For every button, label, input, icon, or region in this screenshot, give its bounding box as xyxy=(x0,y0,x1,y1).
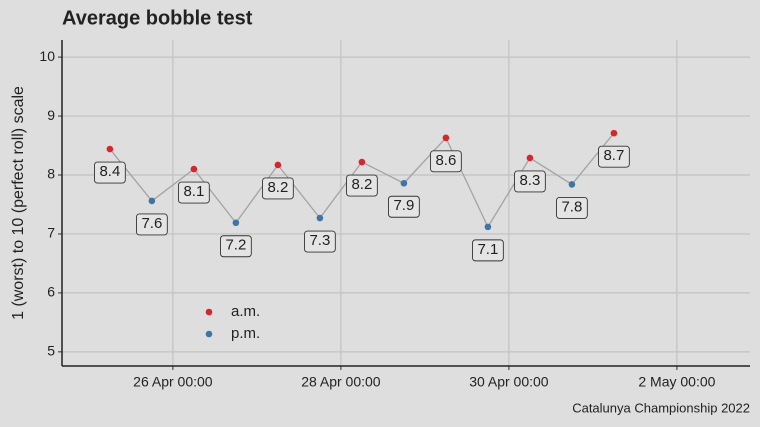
point xyxy=(484,223,492,231)
legend-marker xyxy=(205,330,213,338)
legend-marker xyxy=(205,308,213,316)
point xyxy=(274,161,282,169)
value-label: 7.6 xyxy=(136,213,168,236)
legend-label: a.m. xyxy=(231,303,260,320)
y-tick-label: 6 xyxy=(47,284,55,300)
chart-title: Average bobble test xyxy=(62,7,253,29)
value-label: 7.8 xyxy=(556,196,588,219)
value-label-text: 7.2 xyxy=(225,237,246,254)
caption: Catalunya Championship 2022 xyxy=(572,400,750,415)
value-label-box xyxy=(136,213,168,236)
value-label-text: 7.1 xyxy=(477,241,498,258)
line-segment xyxy=(235,164,279,224)
point xyxy=(358,158,366,166)
point xyxy=(400,179,408,187)
value-label: 8.2 xyxy=(262,177,294,200)
value-label: 7.3 xyxy=(304,230,336,253)
point xyxy=(190,165,198,173)
line-segment xyxy=(361,161,405,184)
value-label: 8.7 xyxy=(598,145,630,168)
value-label: 8.4 xyxy=(94,161,126,184)
value-label-box xyxy=(94,161,126,184)
x-tick-label: 26 Apr 00:00 xyxy=(133,374,213,390)
point xyxy=(526,154,534,162)
value-label-text: 8.2 xyxy=(351,176,372,193)
line-segment xyxy=(529,157,573,185)
line-segment xyxy=(277,164,321,219)
value-label: 7.9 xyxy=(388,195,420,218)
value-label-box xyxy=(556,196,588,219)
value-label-text: 8.2 xyxy=(267,179,288,196)
legend-label: p.m. xyxy=(231,325,260,342)
value-label-box xyxy=(388,195,420,218)
line-segment xyxy=(571,132,615,185)
value-label-box xyxy=(430,150,462,173)
y-tick-label: 9 xyxy=(47,107,55,123)
value-label-box xyxy=(304,230,336,253)
point xyxy=(106,145,114,153)
value-label-text: 7.6 xyxy=(141,215,162,232)
line-segment xyxy=(487,157,531,228)
value-label: 8.6 xyxy=(430,150,462,173)
value-label-text: 8.7 xyxy=(603,147,624,164)
value-label-box xyxy=(472,239,504,262)
y-axis-label: 1 (worst) to 10 (perfect roll) scale xyxy=(10,86,27,320)
point xyxy=(232,219,240,227)
point xyxy=(610,129,618,137)
value-label-box xyxy=(346,174,378,197)
value-label-text: 8.6 xyxy=(435,152,456,169)
x-tick-label: 2 May 00:00 xyxy=(638,374,715,390)
value-label-text: 7.3 xyxy=(309,232,330,249)
value-label-box xyxy=(220,235,252,258)
value-label-text: 7.9 xyxy=(393,197,414,214)
value-label-box xyxy=(262,177,294,200)
value-label-box xyxy=(178,181,210,204)
line-segment xyxy=(319,161,363,219)
y-tick-label: 5 xyxy=(47,343,55,359)
point xyxy=(568,181,576,188)
value-label-box xyxy=(598,145,630,168)
value-label-box xyxy=(514,170,546,193)
point xyxy=(316,214,324,222)
value-label: 7.1 xyxy=(472,239,504,262)
line-segment xyxy=(403,137,447,184)
line-segment xyxy=(151,168,195,202)
value-label: 8.3 xyxy=(514,170,546,193)
value-label-text: 8.4 xyxy=(99,163,120,180)
value-label: 8.2 xyxy=(346,174,378,197)
point xyxy=(442,134,450,142)
line-segment xyxy=(109,148,153,202)
value-label: 7.2 xyxy=(220,235,252,258)
y-tick-label: 8 xyxy=(47,166,55,182)
value-label-text: 7.8 xyxy=(561,198,582,215)
x-tick-label: 30 Apr 00:00 xyxy=(469,374,549,390)
value-label: 8.1 xyxy=(178,181,210,204)
x-tick-label: 28 Apr 00:00 xyxy=(301,374,381,390)
line-segment xyxy=(193,168,237,224)
y-tick-label: 10 xyxy=(39,48,55,64)
value-label-text: 8.3 xyxy=(519,172,540,189)
y-tick-label: 7 xyxy=(47,225,55,241)
point xyxy=(148,197,156,205)
value-label-text: 8.1 xyxy=(183,183,204,200)
